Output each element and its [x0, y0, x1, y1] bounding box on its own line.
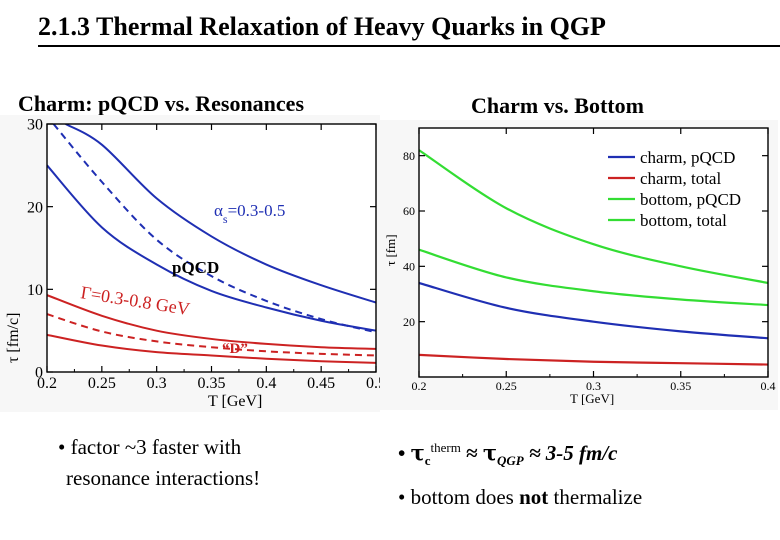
left-bullet-line1: • factor ~3 faster with: [58, 435, 242, 459]
left-plot-area: [47, 124, 376, 372]
bullet-dot: •: [398, 441, 406, 465]
left-series-2-line: [52, 124, 376, 334]
legend-label-4: bottom, total: [640, 211, 727, 230]
tau-superscript: therm: [430, 440, 461, 455]
right-plot-frame: [419, 128, 768, 377]
right-bullet: • τctherm ≈ τQGP ≈ 3-5 fm/c • bottom doe…: [398, 430, 642, 515]
right-bullet-line1: • τctherm ≈ τQGP ≈ 3-5 fm/c: [398, 430, 642, 479]
left-series-3-line: [65, 124, 376, 304]
alpha-symbol: α: [214, 201, 223, 220]
left-chart: 0.2 0.25 0.3 0.35 0.4 0.45 0.5 0 10 20 30 τ [fm/c]…: [0, 115, 380, 412]
left-y-tick-label: 10: [27, 282, 43, 299]
left-x-axis-label: T [GeV]: [208, 393, 262, 410]
slide-title: 2.1.3 Thermal Relaxation of Heavy Quarks…: [38, 12, 606, 41]
left-y-tick-label: 30: [27, 117, 43, 134]
right-x-tick-label: 0.35: [670, 379, 691, 393]
left-panel-title: Charm: pQCD vs. Resonances: [18, 91, 304, 116]
right-series-3-line: [419, 149, 768, 285]
alpha-annotation: αs=0.3-0.5: [214, 201, 285, 226]
left-plot-frame: [47, 124, 376, 372]
left-x-tick-label: 0.4: [256, 375, 276, 392]
left-y-axis-label: τ [fm/c]: [5, 313, 22, 363]
right-chart: 0.2 0.25 0.3 0.35 0.4 20 40 60 80 τ [fm] T [GeV]…: [380, 120, 778, 410]
left-x-tick-label: 0.3: [147, 375, 167, 392]
right-legend: charm, pQCD charm, total bottom, pQCD botto…: [608, 148, 741, 230]
right-x-tick-label: 0.2: [412, 379, 427, 393]
right-panel-title: Charm vs. Bottom: [471, 93, 644, 118]
alpha-subscript: s: [223, 212, 228, 226]
right-bullet-line2: • bottom does not thermalize: [398, 479, 642, 515]
legend-label-1: charm, pQCD: [640, 148, 735, 167]
right-series-1-line: [419, 281, 768, 340]
left-y-tick-label: 0: [35, 365, 43, 382]
left-x-tick-label: 0.5: [366, 375, 380, 392]
left-x-tick-label: 0.2: [37, 375, 57, 392]
alpha-range: =0.3-0.5: [228, 201, 286, 220]
d-annotation: “D”: [222, 341, 248, 357]
right-x-axis-label: T [GeV]: [570, 391, 614, 406]
right-y-tick-label: 60: [403, 204, 415, 218]
left-series-5-line: [47, 313, 376, 357]
left-series-4-line: [47, 294, 376, 350]
pqcd-annotation: pQCD: [172, 258, 219, 277]
left-bullet-line2: resonance interactions!: [66, 466, 261, 490]
right-y-tick-label: 20: [403, 315, 415, 329]
left-x-tick-label: 0.45: [307, 375, 335, 392]
right-axes: 0.2 0.25 0.3 0.35 0.4 20 40 60 80: [403, 127, 776, 393]
bottom-text-post: thermalize: [553, 485, 643, 510]
right-x-tick-label: 0.3: [586, 379, 601, 393]
bottom-text-pre: • bottom does: [398, 485, 514, 510]
right-x-tick-label: 0.4: [761, 379, 776, 393]
tau2-symbol: τ: [482, 440, 498, 465]
right-plot-area: [419, 128, 768, 377]
right-y-tick-label: 40: [403, 260, 415, 274]
right-series-4-line: [419, 248, 768, 307]
title-underline: [38, 45, 780, 47]
left-bullet: • factor ~3 faster with resonance intera…: [58, 432, 260, 494]
left-x-tick-label: 0.25: [88, 375, 116, 392]
left-x-tick-label: 0.35: [198, 375, 226, 392]
right-series-2-line: [419, 353, 768, 366]
left-y-tick-label: 20: [27, 199, 43, 216]
tau-symbol: τ: [410, 440, 425, 465]
left-series-6-line: [47, 333, 376, 364]
left-axes: 0.2 0.25 0.3 0.35 0.4 0.45 0.5 0 10 20 30: [27, 117, 380, 392]
legend-label-3: bottom, pQCD: [640, 190, 741, 209]
qgp-subscript: QGP: [497, 453, 524, 469]
relaxation-value: ≈ 3-5 fm/c: [529, 441, 618, 465]
left-series-1-line: [47, 164, 376, 332]
legend-label-2: charm, total: [640, 169, 721, 188]
tau-subscript: c: [424, 453, 431, 469]
bottom-text-not: not: [519, 485, 549, 510]
right-y-axis-label: τ [fm]: [383, 234, 398, 266]
approx-symbol: ≈: [466, 441, 478, 465]
right-x-tick-label: 0.25: [496, 379, 517, 393]
right-y-tick-label: 80: [403, 149, 415, 163]
